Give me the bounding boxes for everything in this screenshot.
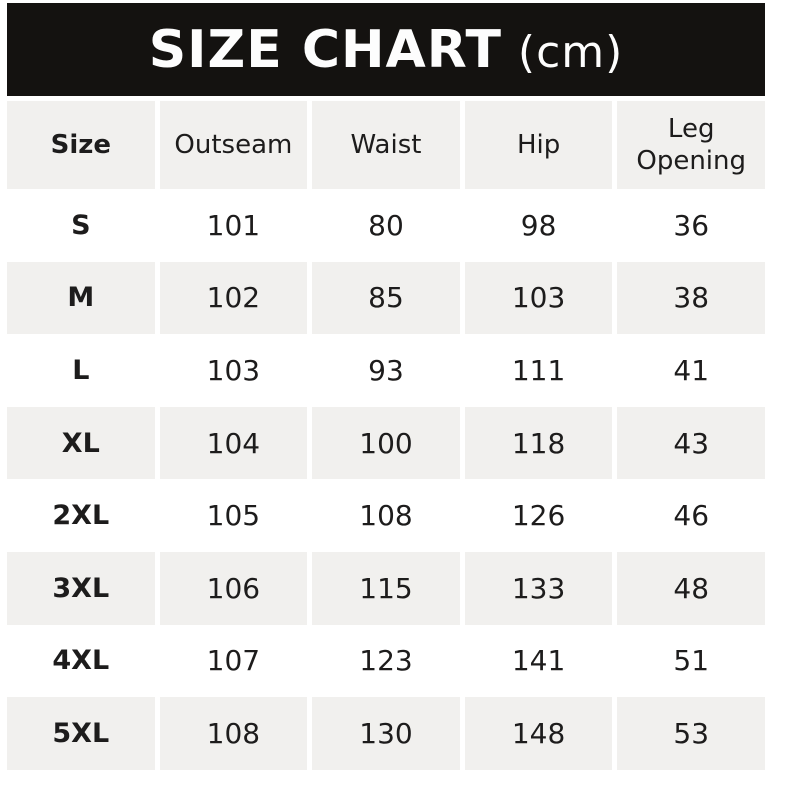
table-row-m: M 102 85 103 38 <box>7 261 765 335</box>
table-cell: 115 <box>312 551 460 625</box>
table-cell: 126 <box>511 499 566 533</box>
table-row-5xl: 5XL 108 130 148 53 <box>7 697 765 770</box>
table-row-4xl: 4XL 107 123 141 51 <box>7 625 765 698</box>
title-text: SIZE CHART <box>148 19 502 80</box>
table-cell: 108 <box>159 697 308 770</box>
table-cell: 38 <box>617 261 765 335</box>
table-cell: 108 <box>359 499 413 533</box>
table-cell: 48 <box>617 551 765 625</box>
size-cell: S <box>71 209 91 241</box>
table-row-2xl: 2XL 105 108 126 46 <box>7 479 765 552</box>
table-cell: 36 <box>673 208 710 242</box>
table-cell: 93 <box>368 353 404 387</box>
table-cell: 103 <box>206 353 261 387</box>
table-row-l: L 103 93 111 41 <box>7 334 765 407</box>
table-row-xl: XL 104 100 118 43 <box>7 406 765 480</box>
table-cell: 107 <box>206 644 261 678</box>
table-cell: 85 <box>312 261 460 335</box>
page-title: SIZE CHART (cm) <box>149 20 624 80</box>
table-cell: 130 <box>312 697 460 770</box>
table-cell: 41 <box>673 353 710 387</box>
table-cell: 101 <box>206 208 261 242</box>
size-cell: L <box>72 354 90 386</box>
table-cell: 98 <box>520 208 557 242</box>
title-unit-label: (cm) <box>517 26 624 78</box>
size-cell: 5XL <box>7 697 155 770</box>
size-cell: XL <box>7 406 155 480</box>
table-cell: 104 <box>159 406 308 480</box>
size-table: Size Outseam Waist Hip Leg Opening S 101… <box>7 101 765 770</box>
table-cell: 46 <box>673 499 710 533</box>
table-cell: 53 <box>617 697 765 770</box>
size-cell: 4XL <box>52 645 110 677</box>
table-cell: 43 <box>617 406 765 480</box>
table-cell: 133 <box>464 551 613 625</box>
size-cell: 3XL <box>7 551 155 625</box>
size-cell: 2XL <box>52 500 110 532</box>
column-header-hip: Hip <box>464 101 613 189</box>
table-header-row: Size Outseam Waist Hip Leg Opening <box>7 101 765 189</box>
column-header-outseam: Outseam <box>159 101 308 189</box>
column-header-size: Size <box>7 101 155 189</box>
table-cell: 106 <box>159 551 308 625</box>
table-row-3xl: 3XL 106 115 133 48 <box>7 551 765 625</box>
title-banner: SIZE CHART (cm) <box>7 3 765 96</box>
table-cell: 103 <box>464 261 613 335</box>
table-cell: 148 <box>464 697 613 770</box>
table-cell: 80 <box>368 208 404 242</box>
size-cell: M <box>7 261 155 335</box>
column-header-leg-opening: Leg Opening <box>617 101 765 189</box>
table-cell: 51 <box>673 644 710 678</box>
table-cell: 102 <box>159 261 308 335</box>
table-cell: 100 <box>312 406 460 480</box>
table-cell: 141 <box>511 644 566 678</box>
table-cell: 118 <box>464 406 613 480</box>
column-header-waist: Waist <box>312 101 460 189</box>
table-cell: 111 <box>511 353 566 387</box>
table-cell: 123 <box>359 644 413 678</box>
table-row-s: S 101 80 98 36 <box>7 189 765 262</box>
table-cell: 105 <box>206 499 261 533</box>
